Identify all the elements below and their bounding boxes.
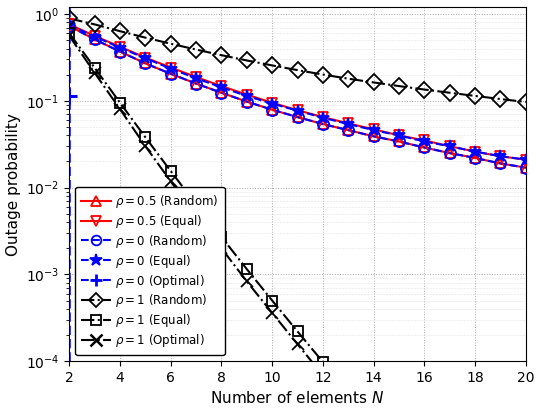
X-axis label: Number of elements $N$: Number of elements $N$ [211, 391, 384, 407]
Legend: $\rho = 0.5$ (Random), $\rho = 0.5$ (Equal), $\rho = 0$ (Random), $\rho = 0$ (Eq: $\rho = 0.5$ (Random), $\rho = 0.5$ (Equ… [75, 187, 225, 355]
Y-axis label: Outage probability: Outage probability [5, 113, 21, 255]
